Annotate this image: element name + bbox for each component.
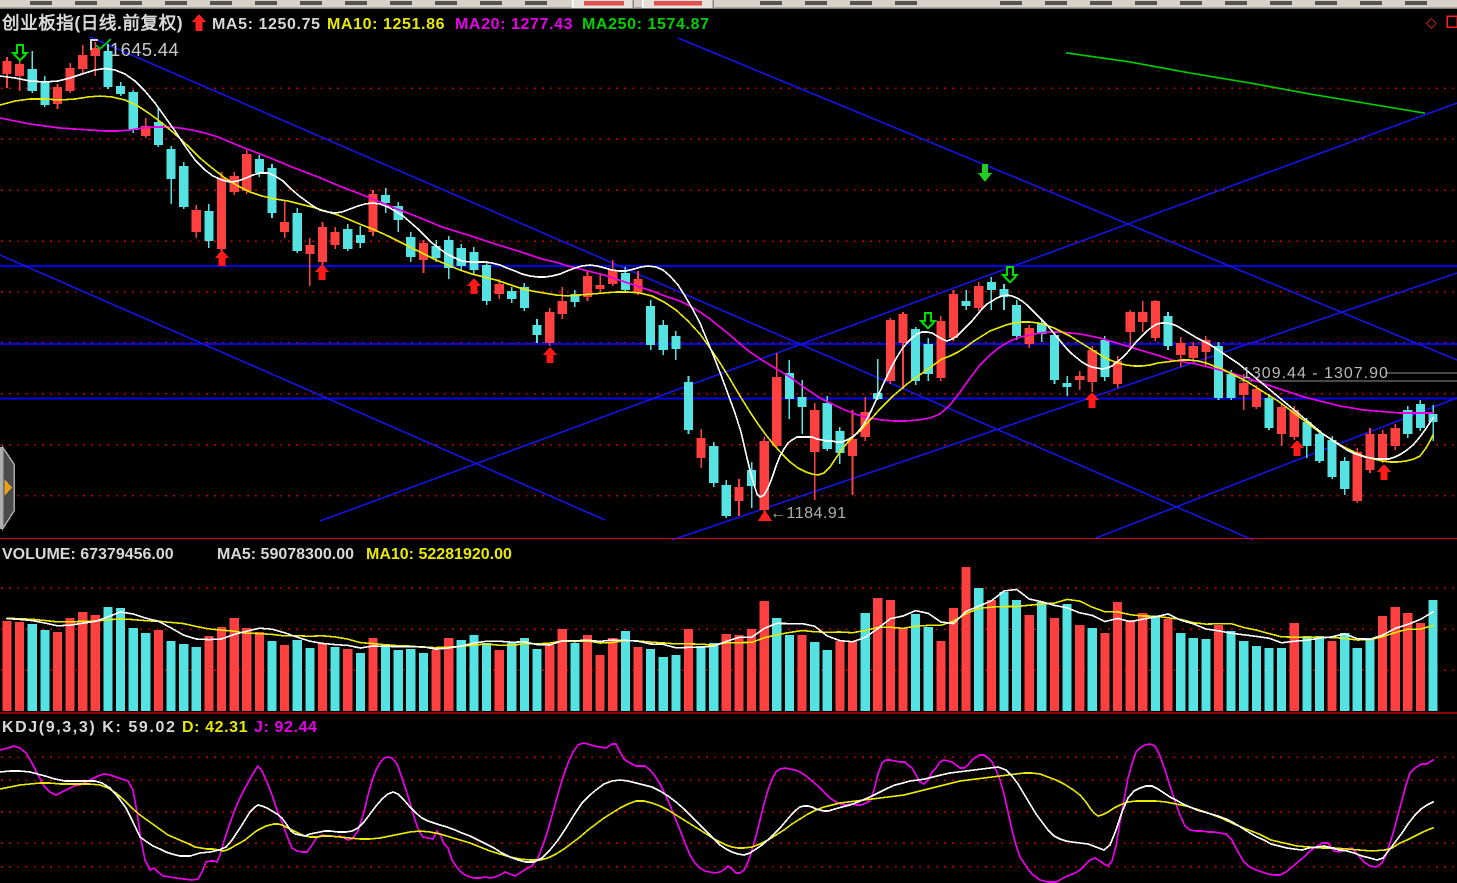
svg-text:MA10: 52281920.00: MA10: 52281920.00	[366, 546, 512, 563]
svg-text:MA10: 1251.86: MA10: 1251.86	[327, 16, 445, 33]
svg-text:←1184.91: ←1184.91	[770, 505, 847, 522]
svg-text:VOLUME: 67379456.00: VOLUME: 67379456.00	[2, 546, 174, 563]
svg-text:MA20: 1277.43: MA20: 1277.43	[455, 16, 573, 33]
svg-text:◇: ◇	[1426, 14, 1437, 30]
svg-text:D: 42.31: D: 42.31	[182, 719, 248, 736]
svg-text:创业板指(日线.前复权): 创业板指(日线.前复权)	[1, 13, 183, 33]
svg-text:1645.44: 1645.44	[110, 39, 179, 60]
svg-text:J: 92.44: J: 92.44	[254, 719, 318, 736]
svg-text:MA5: 1250.75: MA5: 1250.75	[212, 16, 321, 33]
svg-text:KDJ(9,3,3) K: 59.02: KDJ(9,3,3) K: 59.02	[2, 719, 176, 736]
svg-text:1309.44 - 1307.90: 1309.44 - 1307.90	[1242, 365, 1389, 382]
svg-text:MA250: 1574.87: MA250: 1574.87	[582, 16, 710, 33]
svg-text:MA5: 59078300.00: MA5: 59078300.00	[217, 546, 354, 563]
